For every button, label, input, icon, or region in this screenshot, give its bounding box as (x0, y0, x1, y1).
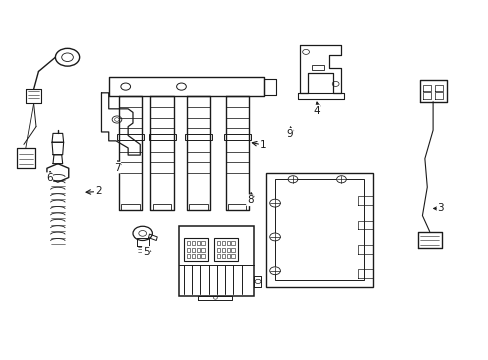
Bar (216, 254, 220, 258)
Bar (223, 134, 250, 140)
Bar (186, 241, 190, 246)
Circle shape (61, 53, 73, 62)
Text: 5: 5 (142, 247, 149, 257)
Circle shape (255, 279, 261, 284)
Polygon shape (26, 89, 41, 103)
Circle shape (269, 199, 280, 207)
Bar (226, 254, 229, 258)
Bar (274, 179, 364, 280)
Bar (214, 238, 238, 261)
Circle shape (287, 176, 297, 183)
Circle shape (302, 49, 309, 54)
Bar (121, 204, 140, 210)
Polygon shape (264, 78, 275, 95)
Text: 6: 6 (46, 173, 52, 183)
Bar (231, 248, 234, 252)
Bar (183, 238, 208, 261)
Polygon shape (254, 276, 261, 287)
Bar (179, 226, 254, 296)
Bar (148, 134, 175, 140)
Polygon shape (434, 85, 443, 91)
Polygon shape (358, 269, 372, 278)
Circle shape (55, 48, 80, 66)
Text: 4: 4 (312, 105, 319, 116)
Circle shape (213, 296, 217, 299)
Bar (201, 248, 204, 252)
Bar (186, 254, 190, 258)
Bar (221, 241, 224, 246)
Bar (231, 241, 234, 246)
Bar (191, 254, 195, 258)
Bar (216, 241, 220, 246)
Circle shape (112, 116, 122, 123)
Polygon shape (17, 148, 35, 167)
Text: 9: 9 (285, 129, 292, 139)
Bar (186, 248, 190, 252)
Polygon shape (434, 93, 443, 99)
Polygon shape (358, 196, 372, 205)
Bar (221, 254, 224, 258)
Text: 2: 2 (95, 186, 101, 197)
Bar (226, 241, 229, 246)
Text: 3: 3 (437, 203, 443, 213)
Polygon shape (358, 245, 372, 254)
Bar (221, 248, 224, 252)
Bar (231, 254, 234, 258)
Polygon shape (297, 93, 343, 99)
Bar (226, 248, 229, 252)
Circle shape (114, 118, 119, 121)
Bar (266, 173, 372, 287)
Polygon shape (52, 134, 63, 142)
Bar (201, 241, 204, 246)
Bar (153, 204, 171, 210)
Polygon shape (150, 96, 173, 210)
Bar (117, 134, 144, 140)
Bar (227, 204, 246, 210)
Polygon shape (137, 238, 148, 246)
Bar (196, 254, 200, 258)
Polygon shape (119, 96, 142, 210)
Circle shape (331, 81, 338, 86)
Bar (191, 248, 195, 252)
Circle shape (269, 233, 280, 241)
Text: 1: 1 (259, 140, 265, 150)
Text: 8: 8 (246, 195, 253, 205)
Polygon shape (225, 96, 248, 210)
Bar (312, 66, 324, 70)
Polygon shape (108, 77, 264, 96)
Bar (196, 248, 200, 252)
Bar (184, 134, 212, 140)
Polygon shape (419, 80, 446, 102)
Bar (201, 254, 204, 258)
Circle shape (336, 176, 346, 183)
Polygon shape (198, 296, 232, 300)
Bar (189, 204, 207, 210)
Circle shape (133, 226, 152, 240)
Circle shape (176, 83, 186, 90)
Polygon shape (47, 164, 69, 182)
Bar (191, 241, 195, 246)
Polygon shape (53, 155, 62, 164)
Polygon shape (422, 93, 430, 99)
Polygon shape (422, 85, 430, 91)
Circle shape (121, 83, 130, 90)
Text: 7: 7 (113, 163, 120, 172)
Polygon shape (358, 221, 372, 229)
Bar (196, 241, 200, 246)
Polygon shape (52, 142, 63, 155)
Polygon shape (417, 231, 441, 248)
Polygon shape (148, 234, 157, 240)
Bar (216, 248, 220, 252)
Circle shape (269, 267, 280, 275)
Polygon shape (186, 96, 210, 210)
Polygon shape (102, 93, 140, 155)
Polygon shape (300, 45, 341, 93)
Circle shape (139, 230, 146, 236)
